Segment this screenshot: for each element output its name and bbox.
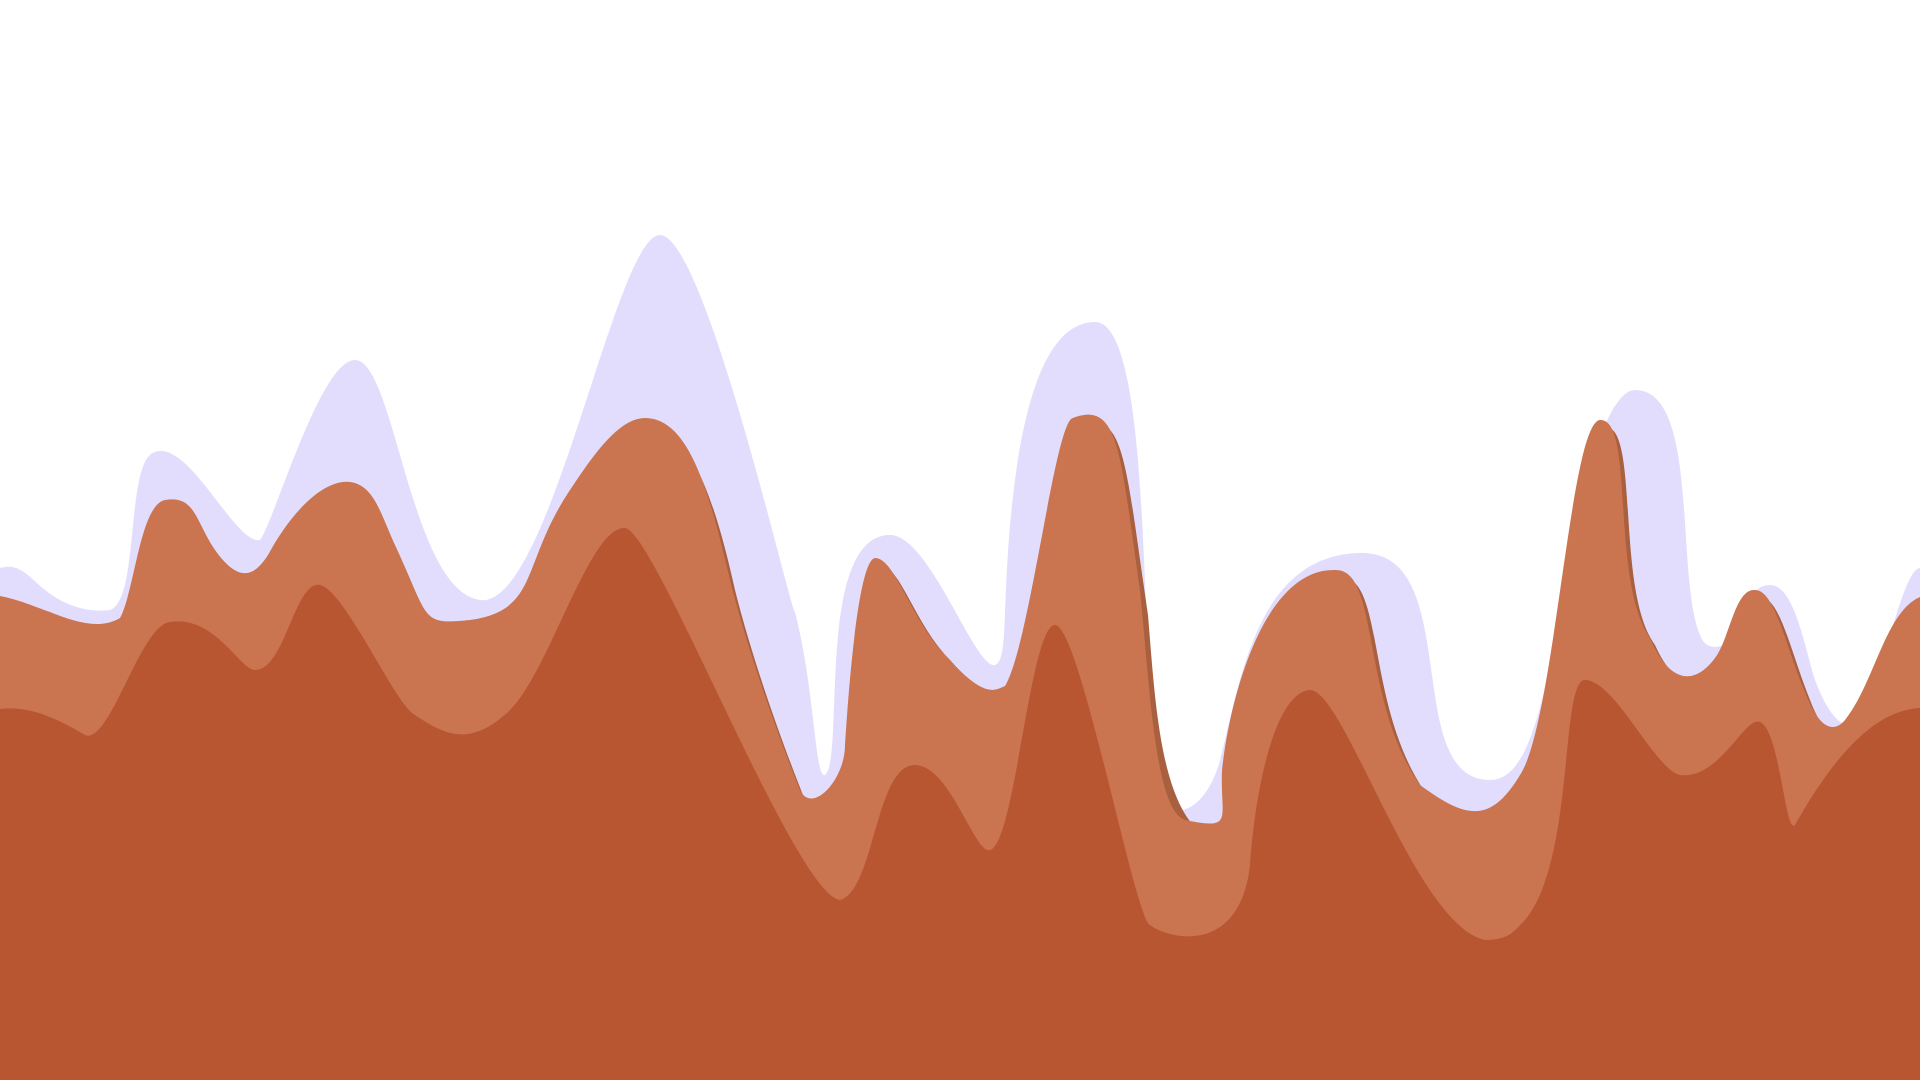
rust-wave [0, 527, 1920, 1080]
